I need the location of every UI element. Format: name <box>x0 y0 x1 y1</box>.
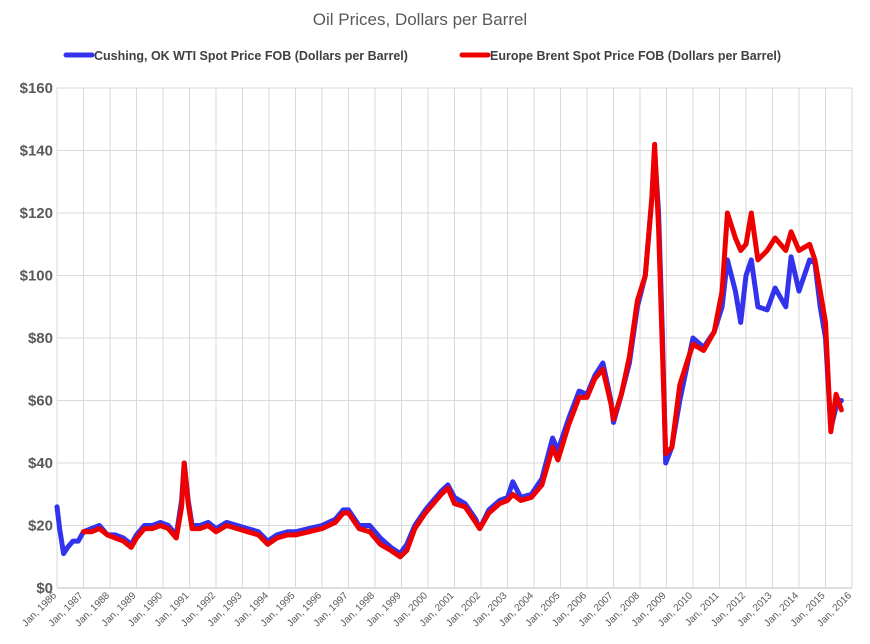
y-tick-label: $140 <box>20 143 53 160</box>
y-tick-label: $0 <box>36 580 53 597</box>
y-tick-label: $60 <box>28 393 53 410</box>
chart-title: Oil Prices, Dollars per Barrel <box>313 10 527 29</box>
series-lines <box>54 141 844 560</box>
y-tick-label: $40 <box>28 455 53 472</box>
legend: Cushing, OK WTI Spot Price FOB (Dollars … <box>63 49 781 63</box>
legend-label-wti: Cushing, OK WTI Spot Price FOB (Dollars … <box>94 49 408 63</box>
y-tick-label: $160 <box>20 80 53 97</box>
y-tick-label: $20 <box>28 518 53 535</box>
series-line-brent <box>81 141 844 560</box>
legend-label-brent: Europe Brent Spot Price FOB (Dollars per… <box>490 49 781 63</box>
y-axis-tick-labels: $0 $20 $40 $60 $80 $100 $120 $140 $160 <box>20 80 53 597</box>
y-tick-label: $120 <box>20 205 53 222</box>
gridlines <box>56 87 853 589</box>
y-tick-label: $80 <box>28 330 53 347</box>
y-tick-label: $100 <box>20 268 53 285</box>
